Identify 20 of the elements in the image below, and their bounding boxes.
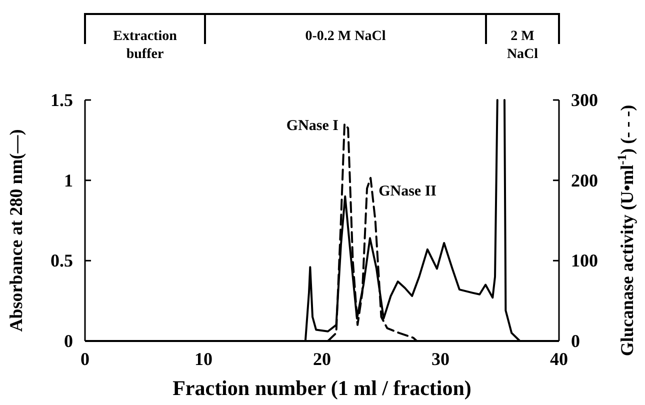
x-tick-label: 40	[550, 349, 568, 369]
y-tick-label: 0	[64, 331, 73, 351]
annotation: GNase I	[286, 118, 339, 134]
x-tick-label: 20	[313, 349, 331, 369]
y-tick-label: 1	[64, 170, 73, 190]
x-tick-label: 30	[432, 349, 450, 369]
x-tick-label: 10	[194, 349, 212, 369]
y-axis-title: Absorbance at 280 nm(—)	[6, 129, 26, 332]
y2-tick-label: 100	[571, 250, 598, 271]
x-tick-label: 0	[80, 349, 90, 369]
y-tick-label: 1.5	[50, 90, 73, 110]
y2-tick-label: 200	[571, 170, 598, 190]
text: 0-0.2 M NaCl	[305, 29, 386, 44]
y-tick-label: 0.5	[50, 250, 73, 271]
y2-tick-label: 300	[571, 90, 598, 110]
text: Extraction buffer	[113, 29, 178, 62]
text: 2 M NaCl	[506, 29, 538, 62]
y2-tick-label: 0	[571, 331, 580, 351]
x-axis-title: Fraction number (1 ml / fraction)	[172, 376, 472, 400]
annotation: GNase II	[378, 183, 437, 200]
